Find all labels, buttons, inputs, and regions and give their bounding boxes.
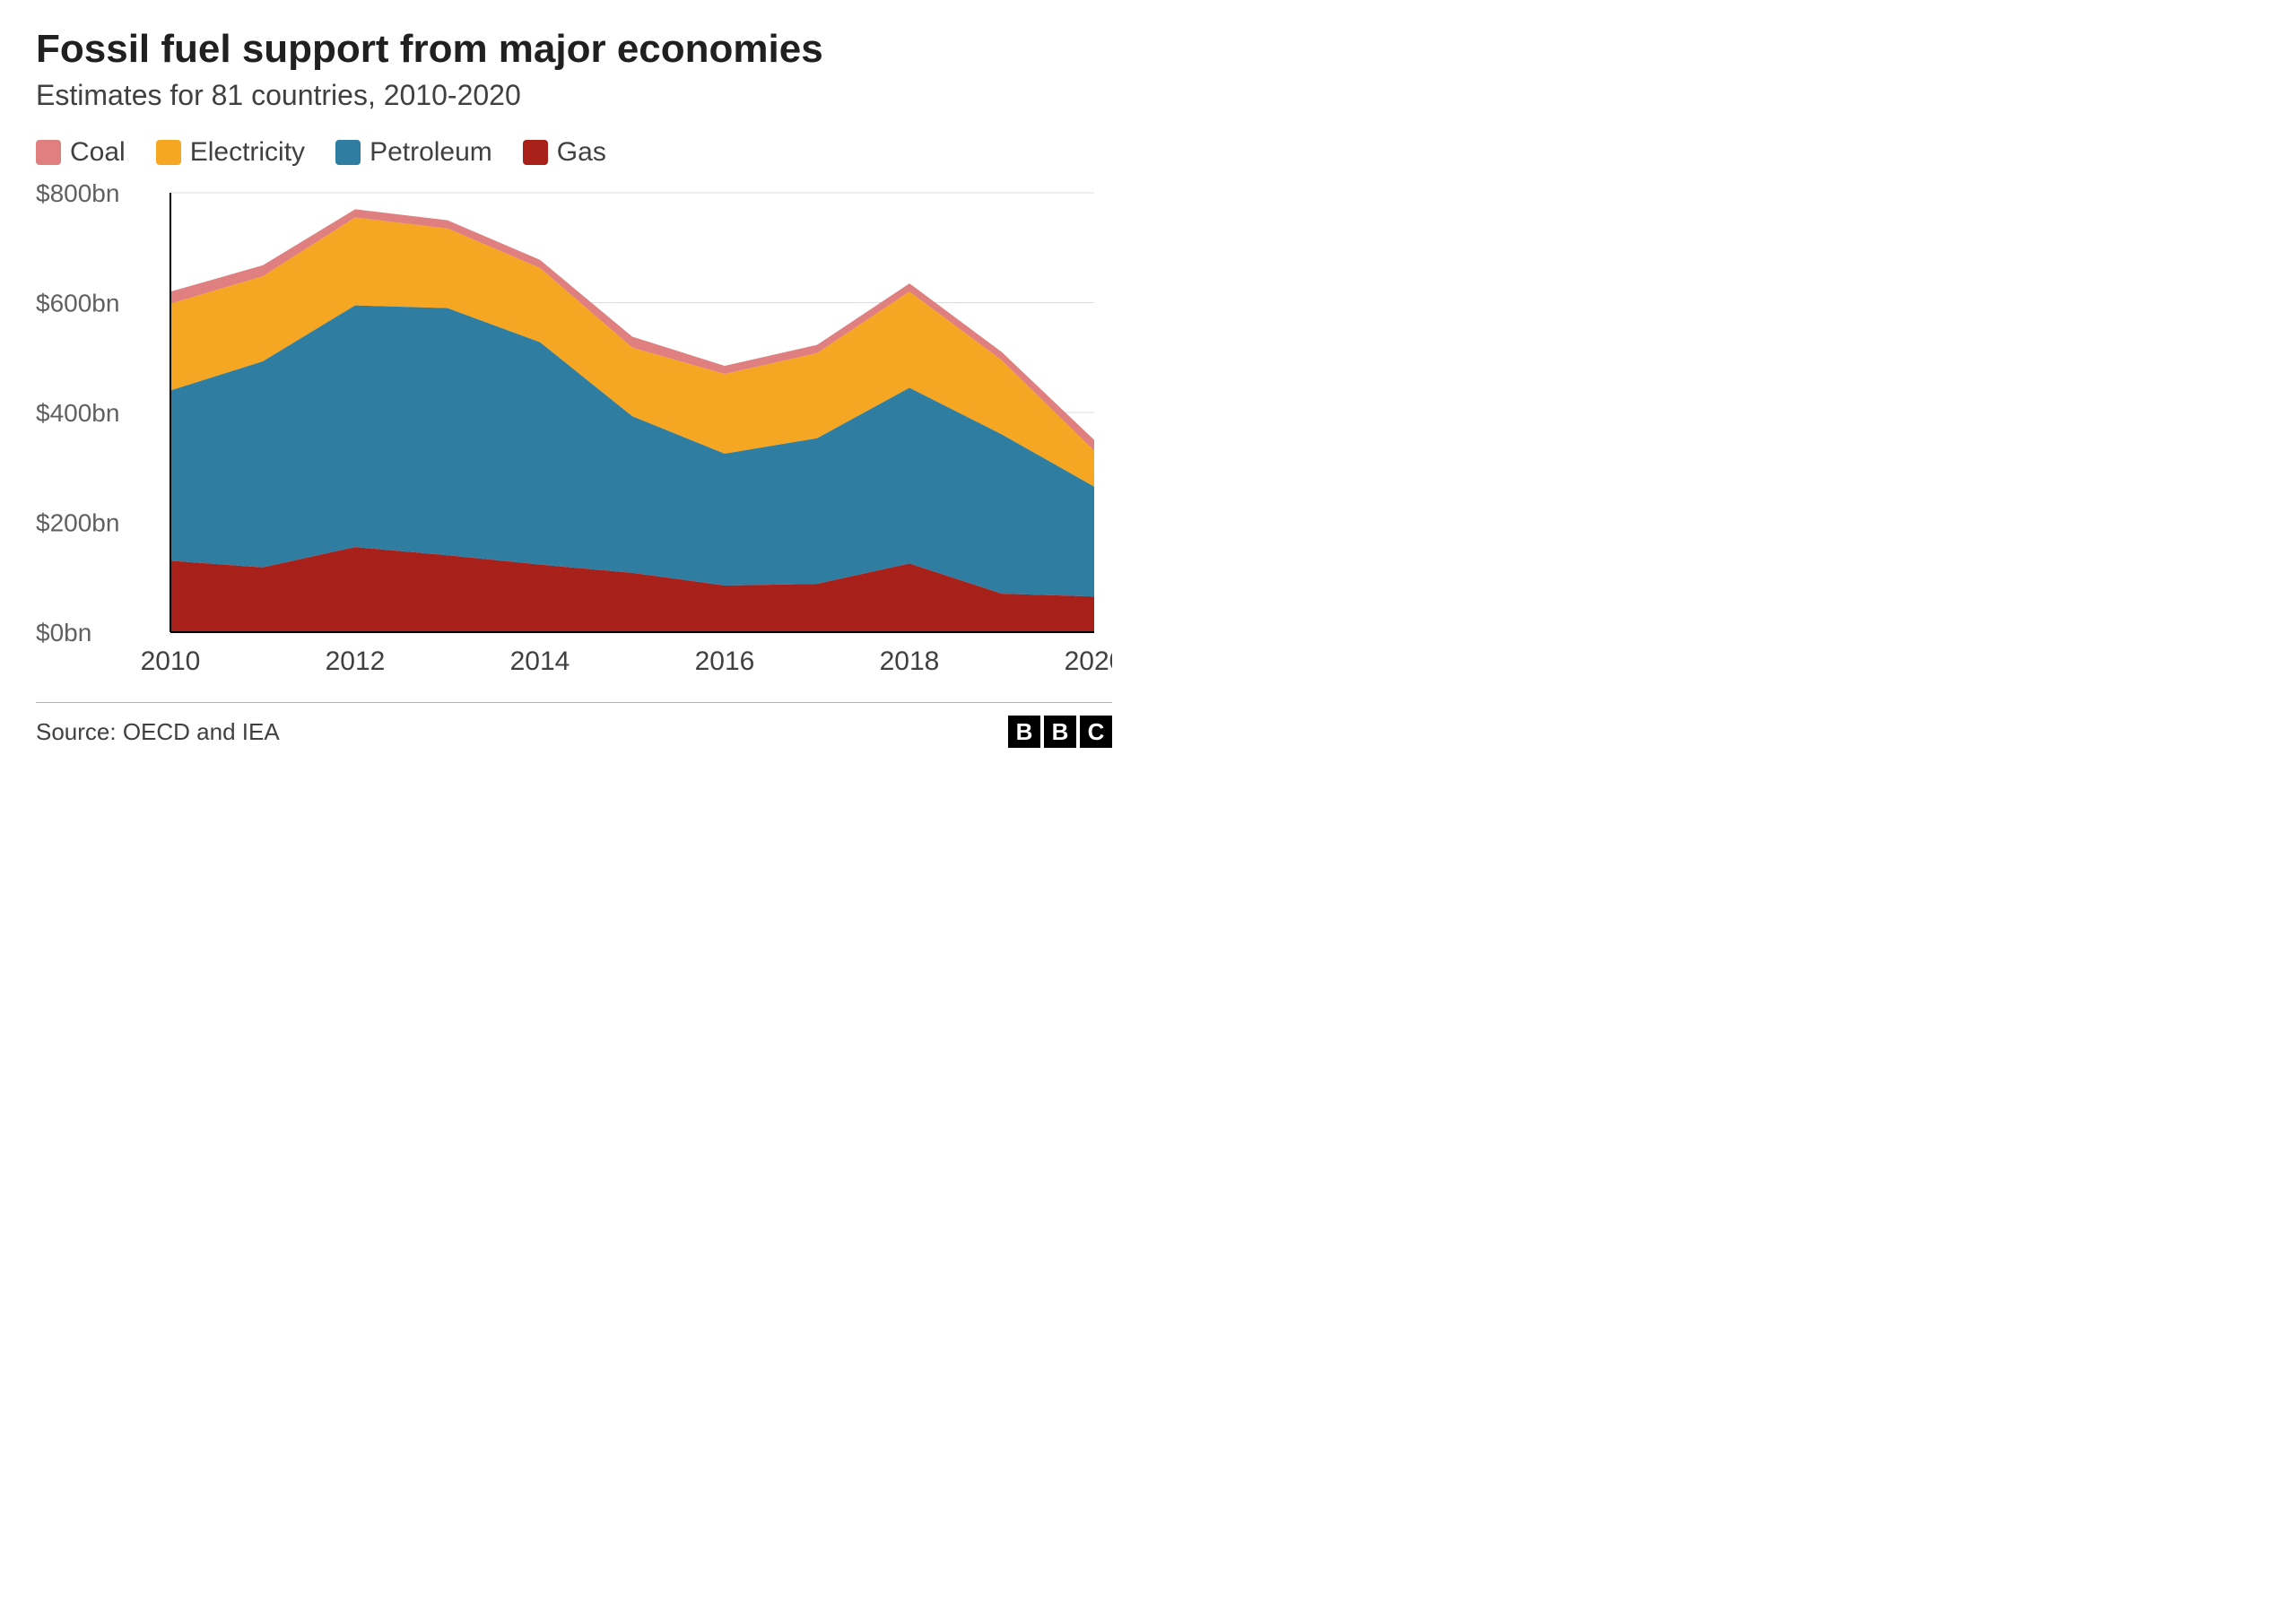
chart-title: Fossil fuel support from major economies xyxy=(36,27,1112,72)
chart-subtitle: Estimates for 81 countries, 2010-2020 xyxy=(36,79,1112,112)
legend-swatch-petroleum xyxy=(335,140,361,165)
y-tick-label: $0bn xyxy=(36,619,91,646)
x-tick-label: 2018 xyxy=(880,646,940,676)
chart-container: Fossil fuel support from major economies… xyxy=(0,0,1148,807)
plot-area: $0bn $200bn $400bn $600bn $800bn 2010 2012 2014… xyxy=(36,184,1112,686)
legend-swatch-gas xyxy=(523,140,548,165)
legend-swatch-electricity xyxy=(156,140,181,165)
y-tick-label: $200bn xyxy=(36,509,119,537)
legend-item-gas: Gas xyxy=(523,137,606,168)
logo-box: C xyxy=(1080,716,1112,748)
x-tick-label: 2010 xyxy=(141,646,201,676)
legend-label-petroleum: Petroleum xyxy=(370,137,492,168)
logo-box: B xyxy=(1044,716,1076,748)
x-tick-label: 2016 xyxy=(695,646,755,676)
footer: Source: OECD and IEA BBC xyxy=(36,702,1112,748)
legend-item-petroleum: Petroleum xyxy=(335,137,492,168)
legend-item-electricity: Electricity xyxy=(156,137,305,168)
area-chart-svg: $0bn $200bn $400bn $600bn $800bn 2010 2012 2014… xyxy=(36,184,1112,686)
legend-label-coal: Coal xyxy=(70,137,126,168)
y-tick-label: $600bn xyxy=(36,290,119,317)
legend-label-electricity: Electricity xyxy=(190,137,305,168)
legend-item-coal: Coal xyxy=(36,137,126,168)
x-tick-label: 2012 xyxy=(326,646,386,676)
legend-swatch-coal xyxy=(36,140,61,165)
y-tick-label: $400bn xyxy=(36,399,119,427)
bbc-logo: BBC xyxy=(1008,716,1112,748)
legend-label-gas: Gas xyxy=(557,137,606,168)
x-tick-label: 2014 xyxy=(510,646,570,676)
source-text: Source: OECD and IEA xyxy=(36,718,280,746)
x-tick-label: 2020 xyxy=(1065,646,1112,676)
y-tick-label: $800bn xyxy=(36,184,119,207)
logo-box: B xyxy=(1008,716,1040,748)
legend: Coal Electricity Petroleum Gas xyxy=(36,137,1112,168)
